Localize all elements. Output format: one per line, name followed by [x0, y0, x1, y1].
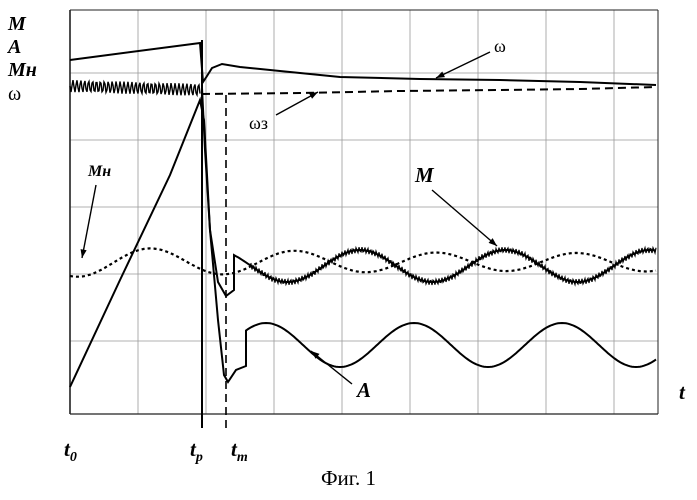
arrow-Mn — [81, 185, 96, 258]
tick-label-t0: t0 — [64, 437, 77, 466]
series-omega-line — [70, 43, 656, 85]
series-A-line — [70, 100, 656, 387]
tick-label-tp: tp — [190, 437, 203, 466]
annotation-omega: ω — [494, 36, 506, 57]
figure-caption: Фиг. 1 — [0, 466, 697, 491]
arrow-omegaz — [276, 92, 318, 115]
y-label-M: M — [8, 14, 26, 34]
series-M-ripple — [250, 247, 656, 285]
series-M-line — [202, 88, 656, 296]
tick-label-tm: tm — [231, 437, 248, 466]
series-omega-ripple — [70, 80, 200, 95]
tick-label-tp-sub: p — [196, 450, 203, 465]
tick-label-t0-sub: 0 — [70, 450, 77, 465]
annotation-A: A — [357, 378, 371, 403]
arrow-omega — [436, 52, 490, 78]
arrow-A — [311, 351, 352, 384]
annotation-omegaz: ωз — [249, 113, 268, 134]
annotation-Mn: Mн — [88, 163, 111, 181]
y-label-A: A — [8, 37, 21, 57]
series-omega-ref-line — [202, 87, 656, 94]
tick-label-tm-sub: m — [237, 450, 248, 465]
annotation-M: M — [415, 163, 434, 188]
arrow-M — [432, 190, 497, 246]
grid — [70, 10, 658, 414]
y-label-Mn: Mн — [8, 60, 37, 80]
x-axis-label: t — [679, 380, 685, 405]
y-label-omega: ω — [8, 84, 21, 104]
annotation-arrows — [81, 52, 497, 384]
